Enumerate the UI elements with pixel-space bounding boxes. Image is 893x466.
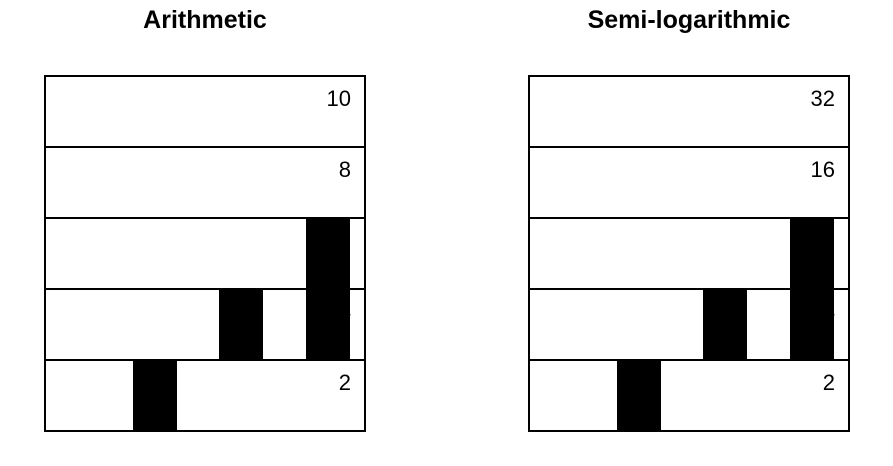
semi-log-row-label-32: 32 [811, 86, 835, 111]
arithmetic-frame [44, 75, 366, 432]
semi-log-row-label-8: 8 [823, 228, 835, 253]
semi-log-bar-1 [617, 360, 661, 431]
arithmetic-row-label-4: 4 [339, 299, 351, 324]
semi-log-bar-2 [703, 289, 747, 360]
arithmetic-row-label-2: 2 [339, 370, 351, 395]
semi-logarithmic-panel: 32 16 8 4 2 [528, 75, 850, 432]
arithmetic-row-label-8: 8 [339, 157, 351, 182]
semi-logarithmic-title: Semi-logarithmic [587, 6, 791, 34]
arithmetic-bar-2 [219, 289, 263, 360]
arithmetic-row-label-6: 6 [339, 228, 351, 253]
arithmetic-bar-1 [133, 360, 177, 431]
arithmetic-row-label-10: 10 [327, 86, 351, 111]
arithmetic-panel: 10 8 6 4 2 [44, 75, 366, 432]
semi-log-row-label-2: 2 [823, 370, 835, 395]
semi-log-frame [528, 75, 850, 432]
semi-log-row-label-16: 16 [811, 157, 835, 182]
semi-log-row-label-4: 4 [823, 299, 835, 324]
arithmetic-title: Arithmetic [143, 6, 267, 34]
